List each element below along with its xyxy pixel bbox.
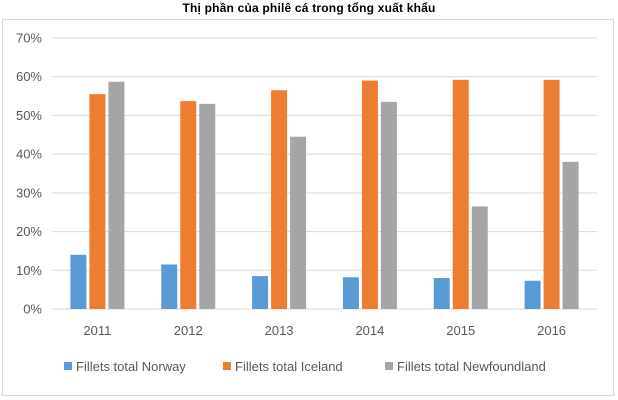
bar <box>433 278 450 309</box>
chart-area <box>2 19 614 396</box>
legend-swatch <box>385 362 393 370</box>
y-tick-label: 60% <box>16 69 42 84</box>
legend-swatch <box>223 362 231 370</box>
bar <box>271 90 288 309</box>
y-tick-label: 10% <box>16 263 42 278</box>
legend-label: Fillets total Norway <box>76 359 186 374</box>
bar <box>543 79 560 309</box>
bar <box>342 277 359 309</box>
bar <box>161 264 178 309</box>
bar <box>562 161 579 309</box>
y-tick-label: 30% <box>16 185 42 200</box>
x-tick-label: 2013 <box>265 323 294 338</box>
bar <box>89 94 106 309</box>
legend-swatch <box>64 362 72 370</box>
y-tick-label: 40% <box>16 147 42 162</box>
bar <box>471 206 488 309</box>
bar <box>252 276 269 309</box>
y-tick-label: 20% <box>16 224 42 239</box>
legend-label: Fillets total Iceland <box>235 359 343 374</box>
y-tick-label: 50% <box>16 108 42 123</box>
bar <box>180 101 197 310</box>
x-tick-label: 2015 <box>446 323 475 338</box>
bar <box>524 280 541 309</box>
x-tick-label: 2011 <box>83 323 111 338</box>
chart-title: Thị phần của philê cá trong tổng xuất kh… <box>182 1 436 15</box>
bar <box>452 79 469 309</box>
x-tick-label: 2014 <box>355 323 384 338</box>
x-tick-label: 2012 <box>174 323 203 338</box>
bar <box>199 103 216 309</box>
x-tick-label: 2016 <box>537 323 566 338</box>
y-tick-label: 0% <box>23 302 42 317</box>
bar <box>108 81 125 309</box>
bar <box>290 136 307 309</box>
bar <box>361 80 378 309</box>
legend-label: Fillets total Newfoundland <box>397 359 546 374</box>
y-tick-label: 70% <box>16 31 42 46</box>
bar <box>70 254 87 309</box>
bar <box>380 101 397 309</box>
